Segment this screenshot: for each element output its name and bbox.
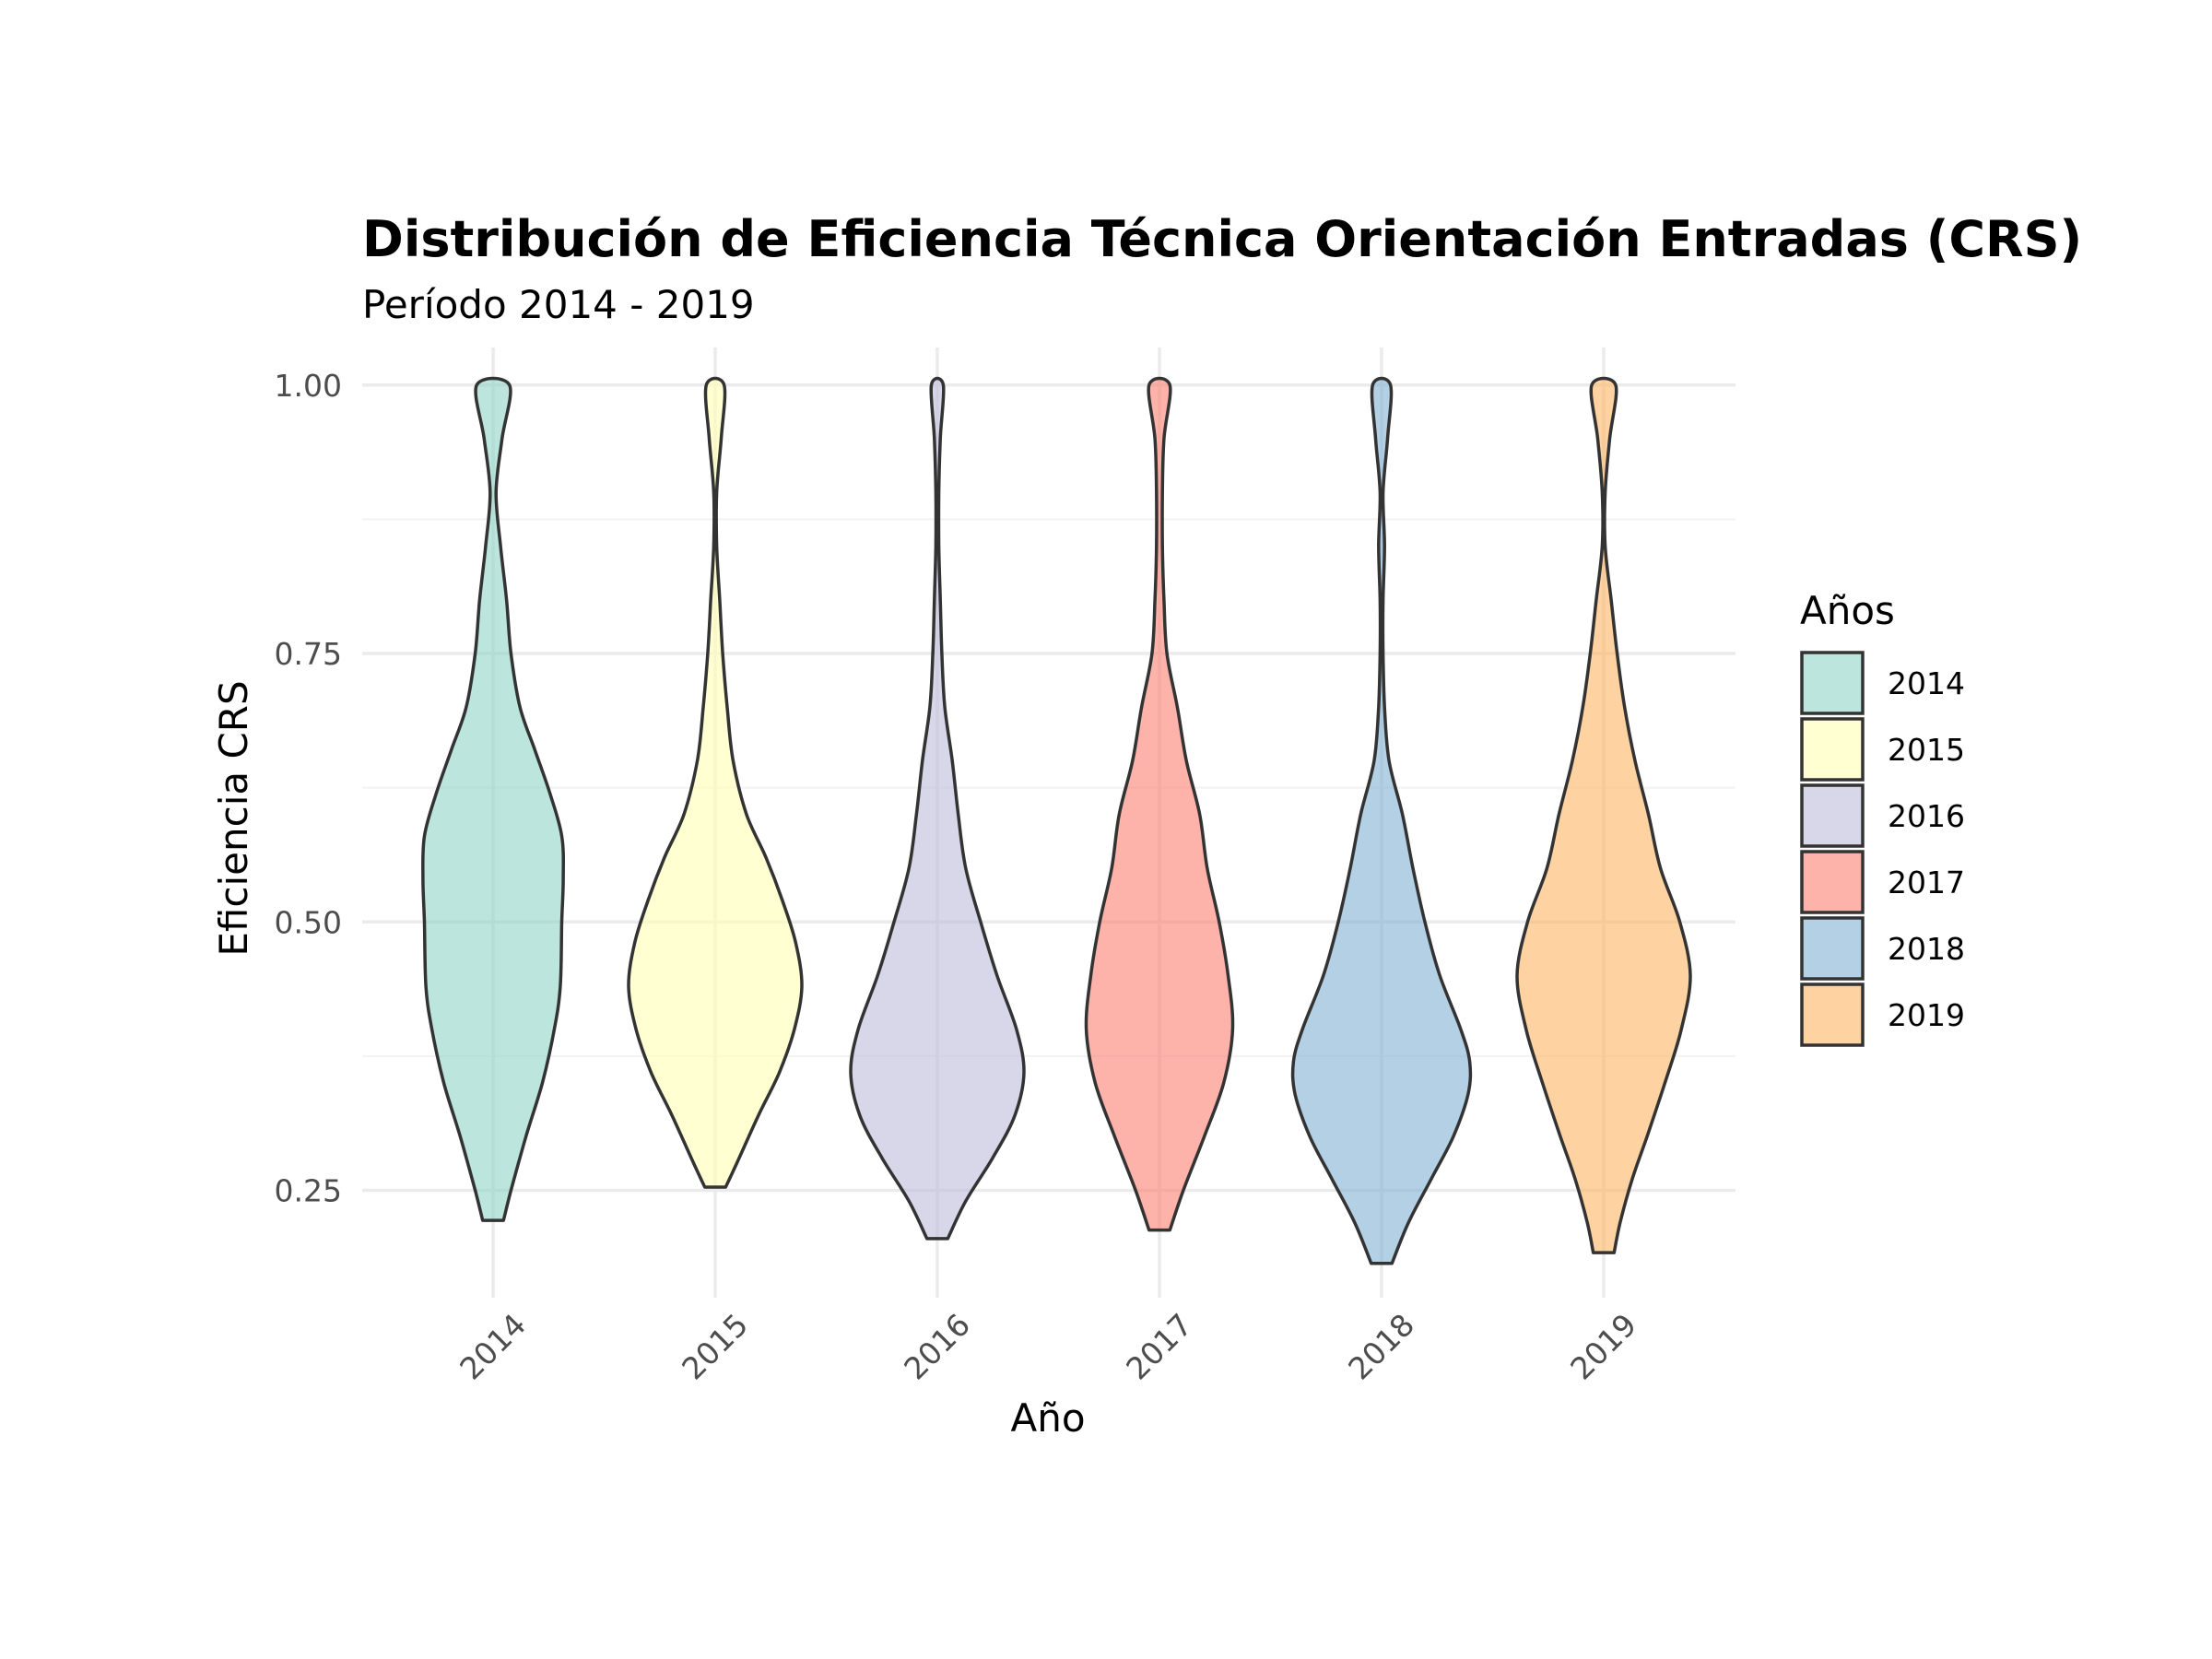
legend-label: 2016: [1888, 798, 1965, 834]
legend-key-2016: [1800, 783, 1865, 848]
x-axis-title: Año: [1010, 1395, 1085, 1441]
legend-key-2017: [1800, 850, 1865, 914]
y-tick-label: 1.00: [275, 368, 342, 404]
legend-key-2014: [1800, 651, 1865, 715]
legend-label: 2017: [1888, 865, 1965, 900]
legend: Años 2014 2015 2016 2017 2018 2019: [1800, 588, 1965, 1047]
x-axis-ticks: 2014 2015 2016 2017 2018 2019: [453, 1307, 1643, 1387]
legend-key-2018: [1800, 916, 1865, 981]
legend-items: 2014 2015 2016 2017 2018 2019: [1800, 651, 1965, 1047]
violin-2014: [421, 376, 566, 1222]
legend-label: 2014: [1888, 665, 1965, 701]
violin-2017: [1084, 376, 1235, 1232]
violin-2018: [1290, 376, 1473, 1265]
chart-subtitle: Período 2014 - 2019: [362, 282, 755, 327]
x-tick-label: 2019: [1563, 1307, 1643, 1387]
y-axis-title: Eficiencia CRS: [211, 680, 256, 956]
legend-label: 2019: [1888, 997, 1965, 1033]
x-tick-label: 2015: [675, 1307, 755, 1387]
violin-2015: [627, 376, 804, 1189]
legend-key-2015: [1800, 717, 1865, 782]
x-tick-label: 2016: [897, 1307, 977, 1387]
x-tick-label: 2018: [1341, 1307, 1421, 1387]
x-tick-label: 2014: [453, 1307, 533, 1387]
violin-2016: [849, 376, 1026, 1241]
legend-title: Años: [1800, 588, 1895, 633]
x-tick-label: 2017: [1119, 1307, 1199, 1387]
violins: [421, 376, 1692, 1265]
legend-label: 2015: [1888, 732, 1965, 768]
legend-label: 2018: [1888, 931, 1965, 967]
chart-title: Distribución de Eficiencia Técnica Orien…: [362, 210, 2082, 268]
y-tick-label: 0.75: [275, 636, 342, 672]
y-tick-label: 0.50: [275, 904, 342, 940]
grid: [362, 347, 1735, 1298]
y-axis-ticks: 0.25 0.50 0.75 1.00: [275, 368, 342, 1209]
legend-key-2019: [1800, 982, 1865, 1047]
y-tick-label: 0.25: [275, 1173, 342, 1209]
violin-2019: [1515, 376, 1692, 1254]
